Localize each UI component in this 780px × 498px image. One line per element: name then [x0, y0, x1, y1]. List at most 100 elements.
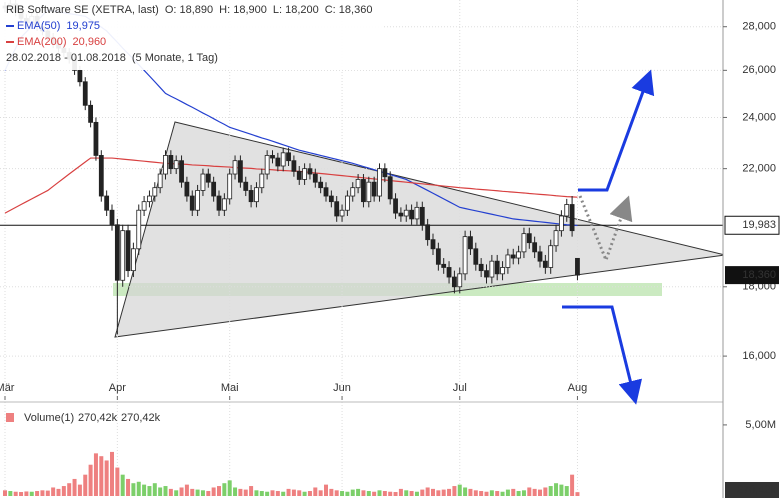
volume-bar [302, 491, 307, 496]
volume-bar [99, 456, 104, 496]
candle-body [270, 155, 275, 159]
volume-bar [115, 467, 120, 496]
volume-bar [259, 491, 264, 496]
x-tick-label: Aug [568, 382, 588, 394]
volume-bar [206, 491, 211, 496]
volume-bar [554, 483, 559, 496]
candle-body [468, 236, 473, 250]
open-label: O: 18,890 [164, 4, 214, 16]
breakout-arrow-up [578, 69, 655, 192]
candle-body [312, 173, 318, 183]
candle-body [387, 176, 393, 200]
volume-bar [131, 483, 136, 496]
volume-bar [275, 491, 280, 496]
x-tick-label: Jun [333, 382, 351, 394]
volume-bar [329, 488, 334, 496]
candle-body [339, 209, 345, 217]
candle-body [93, 121, 99, 156]
high-label: H: 18,900 [219, 4, 267, 16]
candle-body [377, 168, 382, 197]
volume-bar [447, 488, 452, 496]
candle-body [82, 81, 88, 106]
candle-body [559, 215, 564, 232]
volume-bar [570, 474, 575, 496]
candle-body [157, 173, 163, 189]
volume-bar [88, 464, 93, 496]
volume-bar [457, 484, 462, 496]
volume-bar [372, 491, 377, 496]
volume-bar [404, 490, 409, 496]
volume-bar [238, 488, 243, 496]
volume-bar [67, 483, 72, 496]
candle-body [307, 168, 313, 175]
y-tick-label: 28,000 [742, 21, 776, 33]
volume-bar [29, 491, 34, 496]
candle-body [361, 179, 366, 203]
breakout-arrow-down [562, 305, 643, 405]
candle-body [163, 155, 168, 175]
candle-body [473, 248, 479, 265]
candle-body [462, 236, 468, 275]
period-note: (5 Monate, 1 Tag) [131, 52, 218, 64]
volume-bar [45, 490, 50, 496]
volume-bar [77, 484, 82, 496]
volume-bar [72, 478, 77, 496]
volume-bar [195, 489, 200, 496]
volume-bar [382, 491, 387, 496]
volume-bar [318, 490, 323, 496]
volume-bar [452, 486, 457, 496]
x-tick-label: Mär [0, 382, 15, 394]
volume-bar [19, 492, 24, 496]
candle-body [344, 195, 350, 211]
candle-body [484, 270, 489, 278]
candle-body [136, 209, 142, 250]
volume-bar [136, 481, 141, 496]
candle-body [478, 263, 484, 272]
volume-bar [334, 490, 339, 496]
volume-bar [163, 486, 168, 496]
volume-bar [361, 490, 366, 496]
volume-bar [110, 451, 114, 496]
volume-bar [8, 491, 13, 496]
candle-body [88, 104, 93, 123]
close-label: C: 18,360 [324, 4, 373, 16]
volume-bar [222, 483, 227, 496]
last-label-box [725, 266, 779, 285]
candle-body [489, 260, 495, 278]
volume-bar [575, 492, 580, 496]
candle-body [286, 152, 291, 162]
candle-body [254, 187, 259, 203]
volume-bar [377, 490, 382, 496]
candle-body [98, 155, 104, 197]
candle-body [237, 160, 243, 183]
candle-body [264, 155, 270, 175]
candle-body [173, 160, 179, 170]
volume-bar [56, 488, 61, 496]
volume-bar [559, 484, 564, 496]
volume-bar [479, 491, 484, 496]
volume-bar [243, 489, 248, 496]
level-label: 19,983 [742, 219, 776, 231]
candle-body [216, 195, 222, 211]
volume-bar [179, 487, 184, 496]
candle-body [564, 204, 570, 217]
volume-legend: Volume(1) [24, 412, 74, 424]
candle-body [537, 251, 543, 262]
volume-bar [168, 488, 173, 496]
candle-body [168, 155, 174, 170]
volume-bar [184, 484, 189, 496]
volume-bar [345, 491, 350, 496]
candle-body [532, 242, 538, 253]
candle-body [302, 168, 308, 180]
volume-bar [211, 487, 216, 496]
volume-bar [532, 488, 537, 496]
y-tick-label: 24,000 [742, 111, 776, 123]
candle-body [500, 267, 505, 275]
candle-body [403, 209, 409, 217]
candle-body [382, 168, 388, 178]
candle-body [355, 179, 361, 189]
volume-bar [500, 491, 505, 496]
volume-bar [324, 484, 328, 496]
header-line: RIB Software SE (XETRA, last) O: 18,890 H:… [6, 2, 378, 18]
